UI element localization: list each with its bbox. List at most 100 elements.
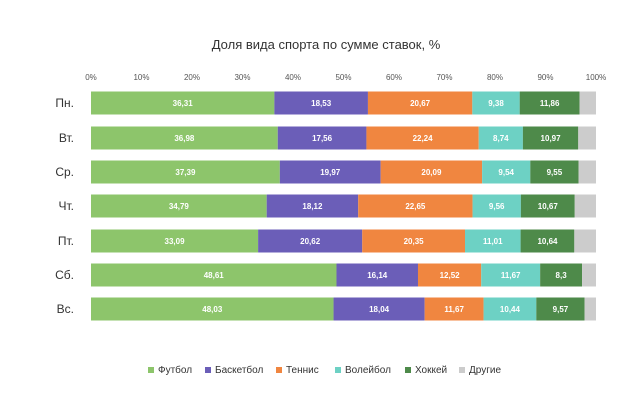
bar-segment [279,160,381,184]
data-label: 10,64 [537,237,558,246]
bars: Пн. 36,31 18,53 20,67 9,38 11,86 Вт. 36,98 17,56… [55,91,596,321]
bar-segment [91,160,280,184]
legend-swatch [459,367,465,373]
bar-segment [522,126,579,150]
data-label: 12,52 [440,271,461,280]
data-label: 20,35 [404,237,425,246]
category-label: Ср. [55,165,74,179]
data-label: 11,01 [483,237,503,246]
bar-segment [582,263,596,287]
x-axis-ticks: 0% 10% 20% 30% 40% 50% 60% 70% 80% 90% 100% [85,73,606,82]
data-label: 10,44 [500,305,521,314]
legend-swatch [405,367,411,373]
bar-segment [274,91,368,115]
x-tick-label: 40% [285,73,301,82]
bar-segment [574,229,596,253]
bar-segment [483,297,537,321]
x-tick-label: 70% [436,73,452,82]
x-tick-label: 20% [184,73,200,82]
bar-segment [584,297,596,321]
bar-segment [333,297,425,321]
bar-segment [266,194,359,218]
x-tick-label: 10% [133,73,149,82]
data-label: 20,09 [421,168,442,177]
bar-segment [472,91,520,115]
category-label: Пн. [55,96,74,110]
data-label: 10,97 [541,134,562,143]
legend-label: Хоккей [415,365,447,376]
data-label: 18,04 [369,305,390,314]
bar-segment [481,263,541,287]
bar-segment [362,229,466,253]
data-label: 9,57 [553,305,569,314]
data-label: 10,67 [538,202,559,211]
x-tick-label: 30% [234,73,250,82]
data-label: 17,56 [312,134,333,143]
bar-segment [380,160,483,184]
data-label: 36,31 [173,99,194,108]
category-label: Чт. [59,199,75,213]
x-tick-label: 80% [487,73,503,82]
bar-segment [91,194,267,218]
bar-segment [424,297,484,321]
legend-swatch [335,367,341,373]
legend-label: Теннис [286,365,319,376]
chart-title: Доля вида спорта по сумме ставок, % [212,37,441,52]
data-label: 9,54 [498,168,514,177]
bar-segment [366,126,479,150]
category-label: Сб. [55,268,74,282]
bar-segment [574,194,596,218]
bar-segment [519,91,580,115]
legend: Футбол Баскетбол Теннис Волейбол Хоккей Други… [148,364,501,376]
bar-segment [277,126,367,150]
bar-segment [540,263,583,287]
bar-segment [358,194,473,218]
bar-segment [482,160,531,184]
legend-swatch [148,367,154,373]
bar-segment [520,194,575,218]
bar-segment [91,126,278,150]
data-label: 16,14 [367,271,388,280]
bar-segment [478,126,523,150]
bar-segment [579,91,596,115]
data-label: 8,74 [493,134,509,143]
x-tick-label: 90% [537,73,553,82]
category-label: Вт. [59,131,74,145]
data-label: 11,86 [540,99,560,108]
bar-segment [578,126,596,150]
bar-segment [91,297,334,321]
x-tick-label: 0% [85,73,97,82]
bar-segment [530,160,579,184]
bar-segment [258,229,363,253]
x-tick-label: 50% [335,73,351,82]
legend-label: Баскетбол [215,364,263,376]
data-label: 11,67 [501,271,521,280]
data-label: 9,55 [547,168,563,177]
bar-segment [465,229,521,253]
data-label: 9,56 [489,202,505,211]
x-tick-label: 100% [586,73,606,82]
data-label: 18,12 [302,202,323,211]
category-label: Вс. [57,302,74,316]
bar-segment [91,91,275,115]
data-label: 22,65 [405,202,426,211]
data-label: 48,03 [202,305,223,314]
data-label: 18,53 [311,99,332,108]
x-tick-label: 60% [386,73,402,82]
bar-segment [520,229,575,253]
legend-label: Другие [469,365,501,376]
data-label: 8,3 [556,271,568,280]
data-label: 34,79 [169,202,190,211]
data-label: 19,97 [320,168,341,177]
bar-segment [578,160,596,184]
bar-segment [336,263,418,287]
legend-label: Волейбол [345,364,391,376]
legend-swatch [205,367,211,373]
data-label: 48,61 [204,271,225,280]
bar-segment [472,194,521,218]
bar-segment [367,91,473,115]
data-label: 20,67 [410,99,431,108]
legend-swatch [276,367,282,373]
bar-segment [91,229,259,253]
